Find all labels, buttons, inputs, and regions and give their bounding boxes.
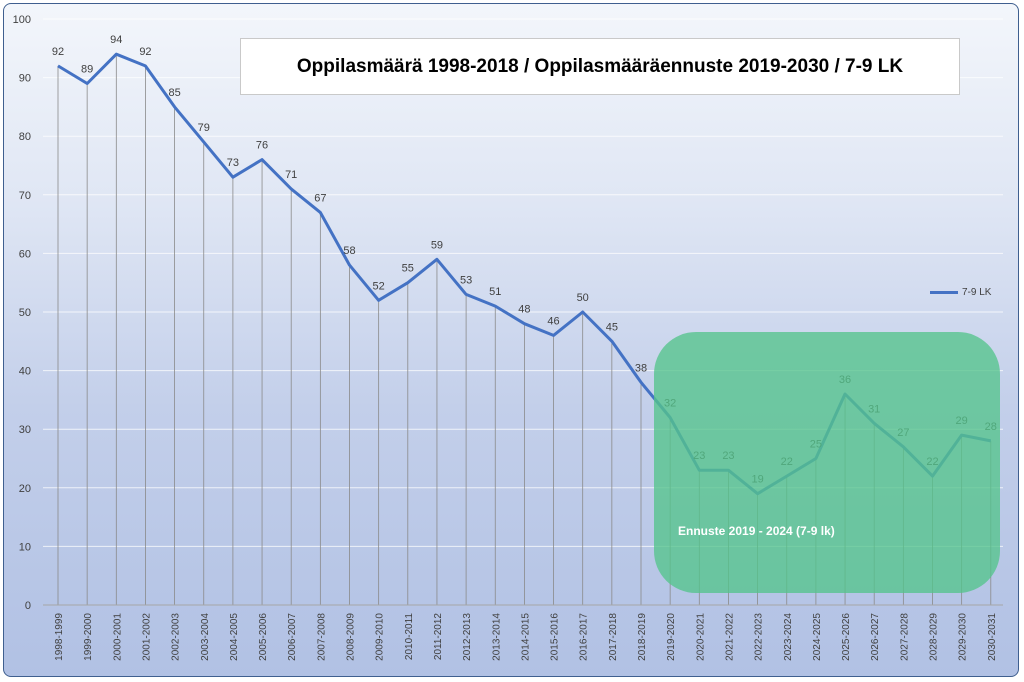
data-label: 53	[460, 274, 472, 286]
x-tick-label: 1999-2000	[83, 613, 94, 661]
x-tick-label: 2010-2011	[404, 613, 415, 661]
data-label: 55	[402, 263, 414, 275]
data-label: 51	[489, 286, 501, 298]
data-label: 92	[52, 46, 64, 58]
x-tick-label: 2016-2017	[579, 613, 590, 661]
x-tick-label: 2004-2005	[229, 613, 240, 661]
x-tick-label: 2003-2004	[200, 613, 211, 661]
x-tick-label: 2015-2016	[550, 613, 561, 661]
x-tick-label: 2020-2021	[695, 613, 706, 661]
data-label: 52	[373, 280, 385, 292]
y-tick-label: 80	[19, 131, 31, 143]
data-label: 76	[256, 140, 268, 152]
data-label: 59	[431, 239, 443, 251]
data-label: 46	[547, 315, 559, 327]
y-tick-label: 50	[19, 307, 31, 319]
data-label: 85	[168, 87, 180, 99]
x-tick-label: 2017-2018	[608, 613, 619, 661]
y-tick-label: 100	[13, 14, 31, 26]
x-tick-label: 2026-2027	[870, 613, 881, 661]
x-tick-label: 2002-2003	[171, 613, 182, 661]
x-tick-label: 2006-2007	[287, 613, 298, 661]
forecast-annotation: Ennuste 2019 - 2024 (7-9 lk)	[678, 524, 835, 538]
x-tick-label: 2019-2020	[666, 613, 677, 661]
legend-label: 7-9 LK	[962, 287, 992, 298]
x-tick-label: 2027-2028	[899, 613, 910, 661]
x-tick-label: 2025-2026	[841, 613, 852, 661]
y-tick-label: 0	[25, 600, 31, 612]
y-tick-label: 20	[19, 483, 31, 495]
data-label: 50	[577, 292, 589, 304]
data-label: 48	[518, 304, 530, 316]
x-tick-label: 2005-2006	[258, 613, 269, 661]
data-label: 71	[285, 169, 297, 181]
y-tick-label: 30	[19, 424, 31, 436]
x-tick-label: 2028-2029	[929, 613, 940, 661]
data-label: 89	[81, 63, 93, 75]
chart-title: Oppilasmäärä 1998-2018 / Oppilasmääräenn…	[240, 38, 960, 95]
x-tick-label: 2009-2010	[375, 613, 386, 661]
x-tick-label: 2022-2023	[754, 613, 765, 661]
x-tick-label: 2012-2013	[462, 613, 473, 661]
data-label: 73	[227, 157, 239, 169]
x-tick-label: 2024-2025	[812, 613, 823, 661]
x-tick-label: 2029-2030	[958, 613, 969, 661]
chart-title-text: Oppilasmäärä 1998-2018 / Oppilasmääräenn…	[296, 55, 904, 77]
y-tick-label: 40	[19, 366, 31, 378]
x-tick-label: 2014-2015	[520, 613, 531, 661]
x-tick-label: 2023-2024	[783, 613, 794, 661]
forecast-highlight-box	[654, 332, 1000, 593]
x-tick-label: 2013-2014	[491, 613, 502, 661]
data-label: 45	[606, 321, 618, 333]
data-label: 94	[110, 34, 122, 46]
legend-swatch	[930, 291, 958, 294]
y-tick-label: 90	[19, 73, 31, 85]
x-tick-label: 2007-2008	[316, 613, 327, 661]
x-tick-label: 2000-2001	[112, 613, 123, 661]
data-label: 79	[198, 122, 210, 134]
x-tick-label: 2021-2022	[724, 613, 735, 661]
data-label: 38	[635, 362, 647, 374]
data-label: 58	[343, 245, 355, 257]
x-tick-label: 2030-2031	[987, 613, 998, 661]
x-tick-label: 1998-1999	[54, 613, 65, 661]
y-tick-label: 70	[19, 190, 31, 202]
x-tick-label: 2008-2009	[346, 613, 357, 661]
data-label: 67	[314, 192, 326, 204]
data-label: 92	[139, 46, 151, 58]
y-tick-label: 10	[19, 541, 31, 553]
x-tick-label: 2011-2012	[433, 613, 444, 661]
chart-legend: 7-9 LK	[930, 287, 991, 298]
x-tick-label: 2001-2002	[141, 613, 152, 661]
x-tick-label: 2018-2019	[637, 613, 648, 661]
y-tick-label: 60	[19, 248, 31, 260]
